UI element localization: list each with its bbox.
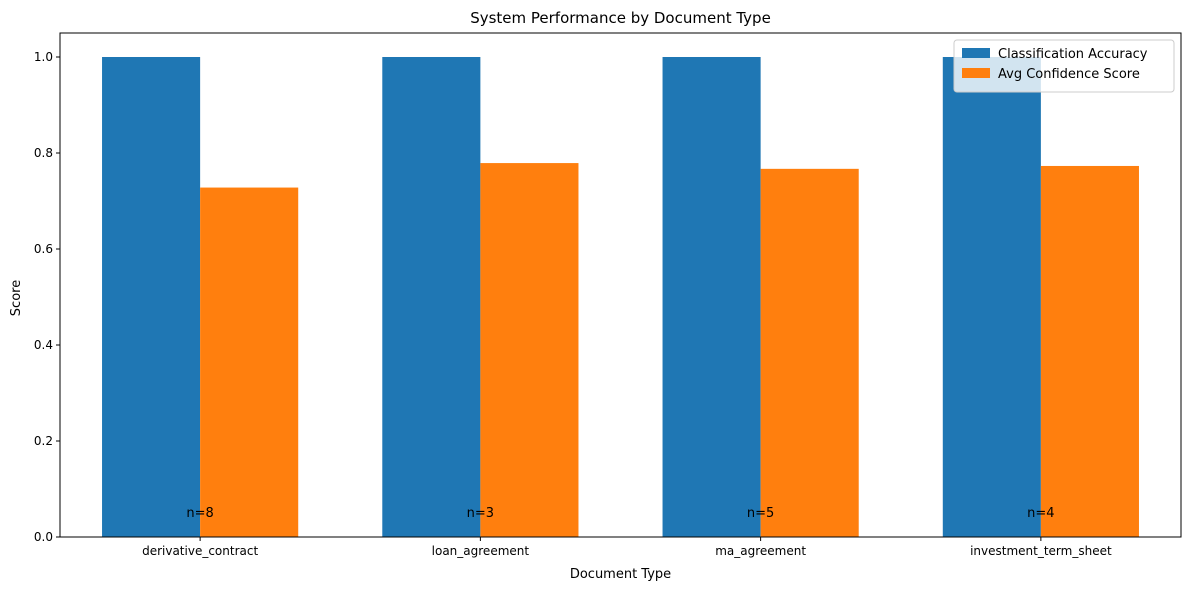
x-axis-label: Document Type bbox=[570, 567, 671, 582]
axes-frame bbox=[59, 32, 1182, 538]
x-tick-label: ma_agreement bbox=[715, 544, 806, 558]
y-tick-label: 0.2 bbox=[34, 434, 53, 448]
y-tick-label: 0.8 bbox=[34, 146, 53, 160]
legend-box bbox=[953, 39, 1175, 93]
x-tick-label: derivative_contract bbox=[142, 544, 258, 558]
legend-swatch bbox=[962, 48, 990, 58]
bar bbox=[200, 187, 299, 537]
y-tick-label: 0.0 bbox=[34, 530, 53, 544]
sample-count-label: n=3 bbox=[467, 506, 494, 521]
bar bbox=[1040, 165, 1139, 537]
bar bbox=[382, 57, 481, 537]
bar bbox=[662, 57, 761, 537]
bar bbox=[760, 168, 859, 537]
sample-count-label: n=5 bbox=[747, 506, 774, 521]
y-tick-label: 0.6 bbox=[34, 242, 53, 256]
plot-area: n=8 n=3 n=5 n=4 0.0 0.2 0.4 0.6 0.8 1.0 derivative… bbox=[34, 32, 1182, 558]
x-tick-label: loan_agreement bbox=[432, 544, 530, 558]
sample-count-label: n=8 bbox=[186, 506, 213, 521]
legend: Classification Accuracy Avg Confidence Sc… bbox=[953, 39, 1175, 93]
legend-swatch bbox=[962, 68, 990, 78]
y-axis-label: Score bbox=[9, 280, 24, 316]
y-tick-label: 0.4 bbox=[34, 338, 53, 352]
y-tick-label: 1.0 bbox=[34, 50, 53, 64]
legend-label: Avg Confidence Score bbox=[998, 67, 1140, 82]
bar bbox=[480, 163, 579, 537]
bar bbox=[942, 57, 1041, 537]
bar bbox=[102, 57, 201, 537]
legend-label: Classification Accuracy bbox=[998, 47, 1148, 62]
sample-count-label: n=4 bbox=[1027, 506, 1054, 521]
chart-title: System Performance by Document Type bbox=[470, 9, 771, 27]
x-tick-label: investment_term_sheet bbox=[970, 544, 1112, 558]
